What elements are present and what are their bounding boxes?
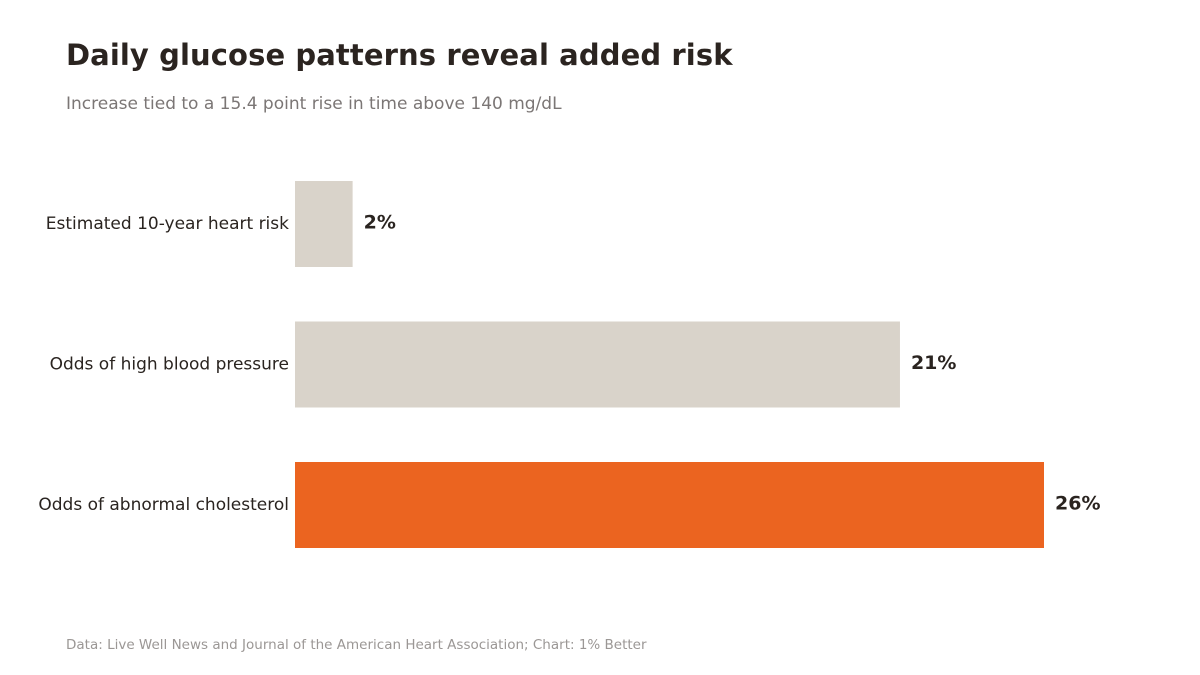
bar-1 [295,321,900,408]
category-label: Odds of abnormal cholesterol [38,495,289,515]
value-label: 26% [1055,493,1100,515]
category-label: Odds of high blood pressure [50,355,289,375]
value-label: 21% [911,352,956,374]
chart-subtitle: Increase tied to a 15.4 point rise in ti… [66,94,562,114]
source-note: Data: Live Well News and Journal of the … [66,637,647,653]
bar-0 [295,181,353,267]
chart-title: Daily glucose patterns reveal added risk [66,38,733,72]
value-label: 2% [364,212,396,234]
bar-2 [295,462,1044,548]
category-label: Estimated 10-year heart risk [46,214,289,234]
